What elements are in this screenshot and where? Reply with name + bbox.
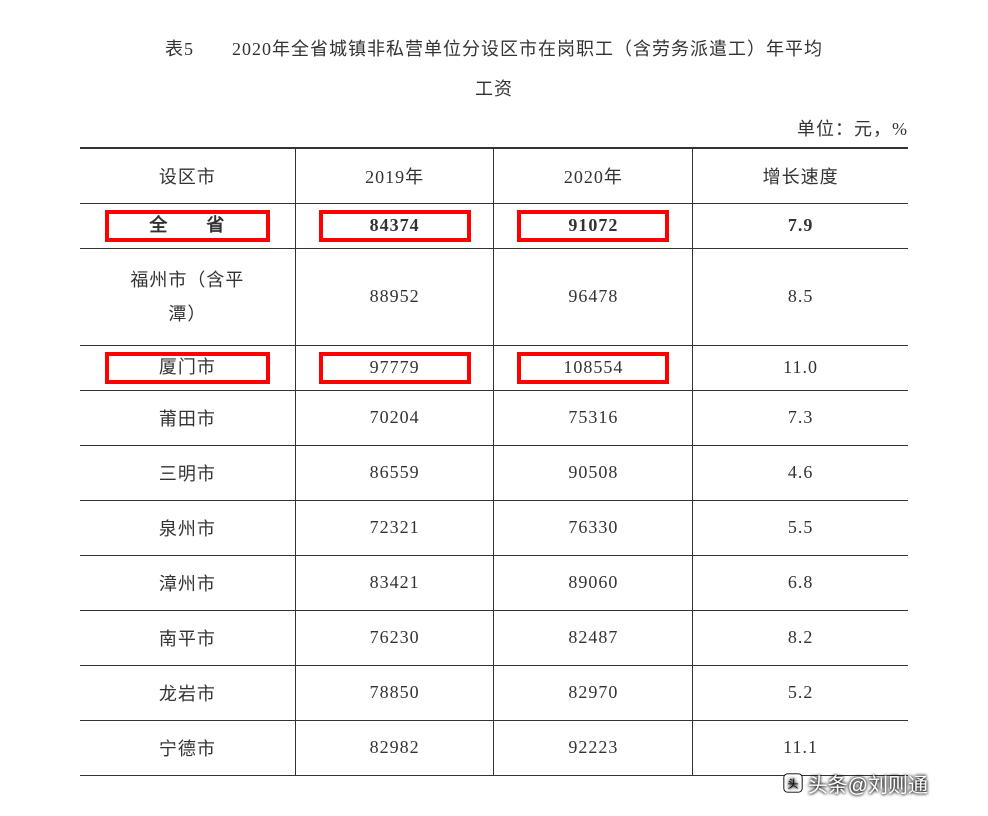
cell-2020: 76330 bbox=[494, 500, 693, 555]
table-row: 泉州市72321763305.5 bbox=[80, 500, 908, 555]
watermark-text: 头条@刘则通 bbox=[808, 769, 928, 798]
col-2019: 2019年 bbox=[295, 148, 494, 204]
wage-table: 设区市 2019年 2020年 增长速度 全 省84374910727.9福州市… bbox=[80, 147, 908, 776]
cell-growth: 5.5 bbox=[693, 500, 908, 555]
cell-2019: 88952 bbox=[295, 248, 494, 345]
cell-growth: 7.3 bbox=[693, 390, 908, 445]
cell-city: 福州市（含平 潭） bbox=[80, 248, 295, 345]
cell-2020: 90508 bbox=[494, 445, 693, 500]
cell-2019: 72321 bbox=[295, 500, 494, 555]
cell-2020: 91072 bbox=[494, 204, 693, 249]
cell-growth: 5.2 bbox=[693, 665, 908, 720]
cell-2019: 86559 bbox=[295, 445, 494, 500]
table-row: 莆田市70204753167.3 bbox=[80, 390, 908, 445]
table-row: 南平市76230824878.2 bbox=[80, 610, 908, 665]
table-row: 龙岩市78850829705.2 bbox=[80, 665, 908, 720]
col-2020: 2020年 bbox=[494, 148, 693, 204]
cell-growth: 4.6 bbox=[693, 445, 908, 500]
cell-2019: 84374 bbox=[295, 204, 494, 249]
toutiao-icon: 头 bbox=[782, 772, 804, 794]
cell-2020: 108554 bbox=[494, 346, 693, 391]
cell-2020: 96478 bbox=[494, 248, 693, 345]
cell-2020: 82487 bbox=[494, 610, 693, 665]
cell-2019: 97779 bbox=[295, 346, 494, 391]
table-title: 表5 2020年全省城镇非私营单位分设区市在岗职工（含劳务派遣工）年平均 工资 bbox=[80, 30, 908, 109]
cell-city: 泉州市 bbox=[80, 500, 295, 555]
cell-growth: 8.5 bbox=[693, 248, 908, 345]
cell-growth: 11.1 bbox=[693, 720, 908, 775]
cell-2019: 78850 bbox=[295, 665, 494, 720]
svg-text:头: 头 bbox=[787, 778, 798, 791]
cell-city: 厦门市 bbox=[80, 346, 295, 391]
cell-2020: 75316 bbox=[494, 390, 693, 445]
table-row: 三明市86559905084.6 bbox=[80, 445, 908, 500]
cell-growth: 11.0 bbox=[693, 346, 908, 391]
cell-2019: 76230 bbox=[295, 610, 494, 665]
title-line1: 表5 2020年全省城镇非私营单位分设区市在岗职工（含劳务派遣工）年平均 bbox=[165, 39, 823, 59]
col-growth: 增长速度 bbox=[693, 148, 908, 204]
cell-city: 全 省 bbox=[80, 204, 295, 249]
cell-2020: 89060 bbox=[494, 555, 693, 610]
watermark: 头 头条@刘则通 bbox=[782, 769, 928, 798]
cell-growth: 7.9 bbox=[693, 204, 908, 249]
title-line2: 工资 bbox=[475, 79, 513, 99]
table-row: 宁德市829829222311.1 bbox=[80, 720, 908, 775]
unit-label: 单位：元，% bbox=[80, 115, 908, 141]
col-city: 设区市 bbox=[80, 148, 295, 204]
cell-growth: 6.8 bbox=[693, 555, 908, 610]
table-row: 漳州市83421890606.8 bbox=[80, 555, 908, 610]
cell-2019: 83421 bbox=[295, 555, 494, 610]
cell-city: 莆田市 bbox=[80, 390, 295, 445]
cell-city: 漳州市 bbox=[80, 555, 295, 610]
cell-city: 三明市 bbox=[80, 445, 295, 500]
header-row: 设区市 2019年 2020年 增长速度 bbox=[80, 148, 908, 204]
table-row: 福州市（含平 潭）88952964788.5 bbox=[80, 248, 908, 345]
cell-2019: 70204 bbox=[295, 390, 494, 445]
cell-2019: 82982 bbox=[295, 720, 494, 775]
cell-2020: 82970 bbox=[494, 665, 693, 720]
cell-city: 龙岩市 bbox=[80, 665, 295, 720]
cell-city: 南平市 bbox=[80, 610, 295, 665]
cell-growth: 8.2 bbox=[693, 610, 908, 665]
cell-city: 宁德市 bbox=[80, 720, 295, 775]
table-row: 厦门市9777910855411.0 bbox=[80, 346, 908, 391]
cell-2020: 92223 bbox=[494, 720, 693, 775]
table-row: 全 省84374910727.9 bbox=[80, 204, 908, 249]
